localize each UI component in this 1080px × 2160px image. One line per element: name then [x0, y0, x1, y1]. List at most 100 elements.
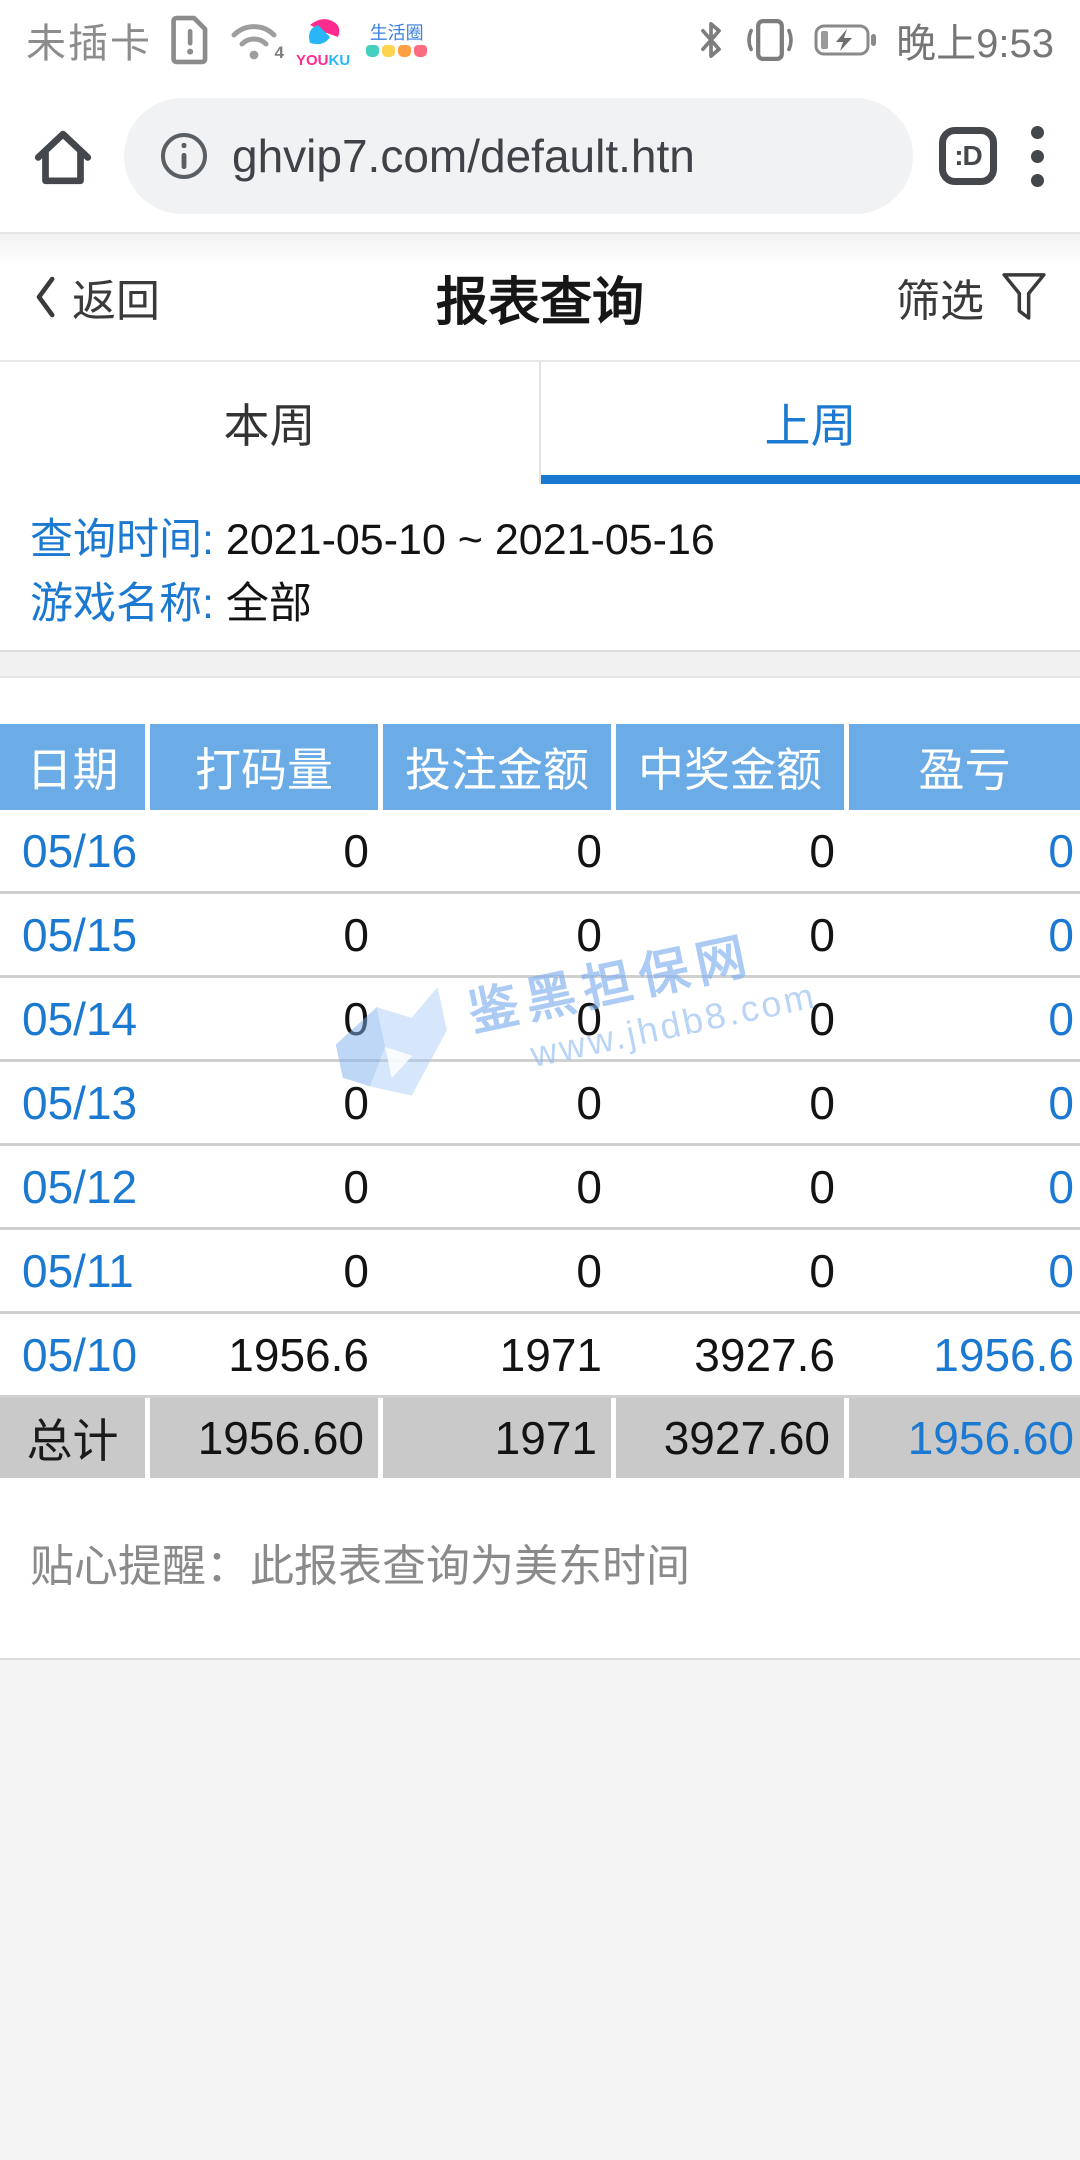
cell-win: 0	[809, 1076, 835, 1129]
table-row: 05/12 0 0 0 0	[0, 1146, 1080, 1230]
address-bar[interactable]: ghvip7.com/default.htn	[124, 98, 913, 214]
browser-menu-button[interactable]	[1023, 125, 1052, 187]
back-chevron-icon	[30, 273, 60, 321]
section-divider	[0, 650, 1080, 678]
cell-wager: 0	[343, 992, 369, 1045]
header-bet-amount: 投注金额	[383, 724, 616, 810]
cell-wager: 0	[343, 908, 369, 961]
status-right: 晚上9:53	[696, 11, 1054, 69]
table-row: 05/11 0 0 0 0	[0, 1230, 1080, 1314]
url-text[interactable]: ghvip7.com/default.htn	[232, 130, 695, 182]
table-row: 05/14 0 0 0 0	[0, 978, 1080, 1062]
cell-win: 0	[809, 1244, 835, 1297]
cell-bet: 0	[576, 824, 602, 877]
header-date: 日期	[0, 724, 150, 810]
query-time-label: 查询时间:	[30, 516, 214, 564]
query-time-value: 2021-05-10 ~ 2021-05-16	[225, 516, 715, 564]
cell-bet: 0	[576, 908, 602, 961]
home-icon[interactable]	[28, 121, 98, 191]
filter-label: 筛选	[896, 277, 984, 326]
report-table: 日期 打码量 投注金额 中奖金额 盈亏 05/16 0 0 0 0 05/15 …	[0, 724, 1080, 1478]
battery-charging-icon	[814, 22, 878, 58]
status-left: 未插卡 4 YOUKU 生活圈	[26, 11, 428, 69]
row-date-link[interactable]: 05/11	[22, 1244, 134, 1297]
cell-profit: 0	[1048, 824, 1074, 877]
cell-bet: 1971	[499, 1328, 602, 1381]
footer-background	[0, 1658, 1080, 2160]
page-header: 返回 报表查询 筛选	[0, 232, 1080, 360]
reminder-note: 贴心提醒：此报表查询为美东时间	[30, 1542, 690, 1591]
wifi-icon: 4	[228, 17, 284, 63]
no-sim-label: 未插卡	[26, 22, 152, 66]
total-profit: 1956.60	[907, 1412, 1074, 1464]
cell-wager: 0	[343, 824, 369, 877]
page-info-icon[interactable]	[158, 130, 210, 182]
cell-bet: 0	[576, 992, 602, 1045]
game-name-value: 全部	[225, 580, 312, 628]
status-bar: 未插卡 4 YOUKU 生活圈	[0, 0, 1080, 80]
cell-wager: 1956.6	[228, 1328, 369, 1381]
tab-last-week[interactable]: 上周	[539, 362, 1080, 484]
row-date-link[interactable]: 05/13	[22, 1076, 138, 1129]
table-row: 05/15 0 0 0 0	[0, 894, 1080, 978]
youku-label: YOUKU	[296, 51, 351, 69]
header-win-amount: 中奖金额	[616, 724, 849, 810]
clock-text: 晚上9:53	[896, 22, 1054, 66]
row-date-link[interactable]: 05/14	[22, 992, 138, 1045]
sim-alert-icon	[168, 14, 212, 66]
header-wager: 打码量	[150, 724, 383, 810]
query-time-line: 查询时间: 2021-05-10 ~ 2021-05-16	[30, 508, 1050, 572]
tab-this-week[interactable]: 本周	[223, 400, 316, 452]
back-label: 返回	[72, 277, 160, 326]
filter-funnel-icon	[998, 269, 1050, 325]
game-name-line: 游戏名称: 全部	[30, 572, 1050, 636]
cell-profit: 0	[1048, 1076, 1074, 1129]
cell-win: 0	[809, 908, 835, 961]
cell-profit: 0	[1048, 992, 1074, 1045]
cell-bet: 0	[576, 1160, 602, 1213]
header-profit: 盈亏	[849, 724, 1080, 810]
game-name-label: 游戏名称:	[30, 580, 214, 628]
table-header-row: 日期 打码量 投注金额 中奖金额 盈亏	[0, 724, 1080, 810]
query-section: 查询时间: 2021-05-10 ~ 2021-05-16 游戏名称: 全部	[0, 484, 1080, 650]
cell-wager: 0	[343, 1160, 369, 1213]
tab-switcher-button[interactable]: :D	[939, 127, 997, 185]
cell-profit: 1956.6	[933, 1328, 1074, 1381]
row-date-link[interactable]: 05/12	[22, 1160, 138, 1213]
vibrate-icon	[744, 16, 796, 64]
row-date-link[interactable]: 05/16	[22, 824, 138, 877]
table-row: 05/13 0 0 0 0	[0, 1062, 1080, 1146]
cell-wager: 0	[343, 1244, 369, 1297]
bluetooth-icon	[696, 17, 726, 63]
cell-win: 0	[809, 824, 835, 877]
life-circle-icon: 生活圈	[366, 22, 428, 57]
life-circle-label: 生活圈	[369, 22, 424, 43]
table-row: 05/10 1956.6 1971 3927.6 1956.6	[0, 1314, 1080, 1398]
browser-bar: ghvip7.com/default.htn :D	[0, 80, 1080, 232]
total-win: 3927.60	[616, 1398, 849, 1478]
cell-bet: 0	[576, 1076, 602, 1129]
total-bet: 1971	[383, 1398, 616, 1478]
cell-profit: 0	[1048, 1160, 1074, 1213]
table-row: 05/16 0 0 0 0	[0, 810, 1080, 894]
cell-win: 0	[809, 1160, 835, 1213]
cell-profit: 0	[1048, 908, 1074, 961]
row-date-link[interactable]: 05/15	[22, 908, 138, 961]
week-tabs: 本周 上周	[0, 360, 1080, 484]
life-circle-dots	[366, 44, 428, 57]
cell-win: 0	[809, 992, 835, 1045]
youku-icon: YOUKU	[296, 13, 350, 68]
cell-bet: 0	[576, 1244, 602, 1297]
filter-button[interactable]: 筛选	[896, 265, 1050, 329]
cell-win: 3927.6	[694, 1328, 835, 1381]
table-total-row: 总计 1956.60 1971 3927.60 1956.60	[0, 1398, 1080, 1478]
back-button[interactable]: 返回	[30, 265, 160, 329]
wifi-badge: 4	[274, 43, 284, 62]
total-label: 总计	[0, 1398, 150, 1478]
tab-count-label: :D	[954, 140, 983, 171]
cell-wager: 0	[343, 1076, 369, 1129]
total-wager: 1956.60	[150, 1398, 383, 1478]
row-date-link[interactable]: 05/10	[22, 1328, 138, 1381]
cell-profit: 0	[1048, 1244, 1074, 1297]
